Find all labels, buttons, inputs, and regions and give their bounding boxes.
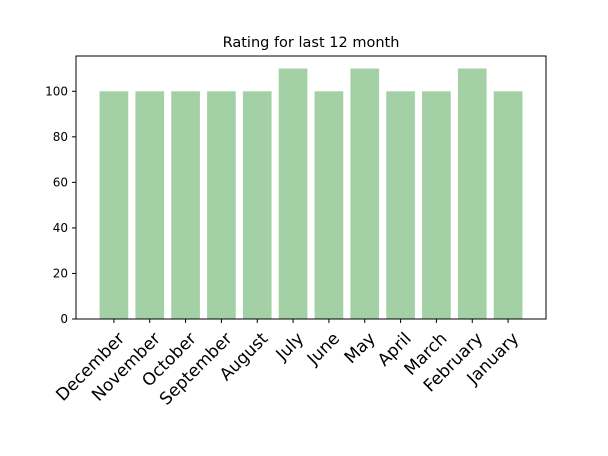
bar-october — [171, 91, 200, 319]
y-axis: 0 20 40 60 80 100 — [45, 84, 76, 326]
bar-december — [99, 91, 129, 319]
y-tick-label: 100 — [45, 84, 68, 98]
plot-area-frame — [75, 55, 547, 320]
bar-july — [278, 68, 308, 320]
bar-may — [350, 68, 380, 320]
y-tick-label: 40 — [53, 221, 68, 235]
y-tick-label: 0 — [60, 312, 68, 326]
bar-march — [422, 91, 451, 319]
bar-september — [207, 91, 236, 319]
bar-november — [135, 91, 165, 319]
bar-august — [242, 91, 272, 319]
y-tick-label: 80 — [53, 130, 68, 144]
x-tick-label-may: May — [341, 329, 380, 368]
bar-june — [314, 91, 344, 319]
y-tick-label: 20 — [53, 266, 68, 280]
bar-april — [386, 91, 415, 319]
x-tick-label-june: June — [303, 329, 344, 370]
chart-title: Rating for last 12 month — [223, 35, 400, 51]
bars-group — [99, 68, 523, 320]
bar-january — [493, 91, 523, 319]
y-tick-label: 60 — [53, 175, 68, 189]
x-tick-label-july: July — [272, 329, 308, 365]
bar-february — [457, 68, 487, 320]
